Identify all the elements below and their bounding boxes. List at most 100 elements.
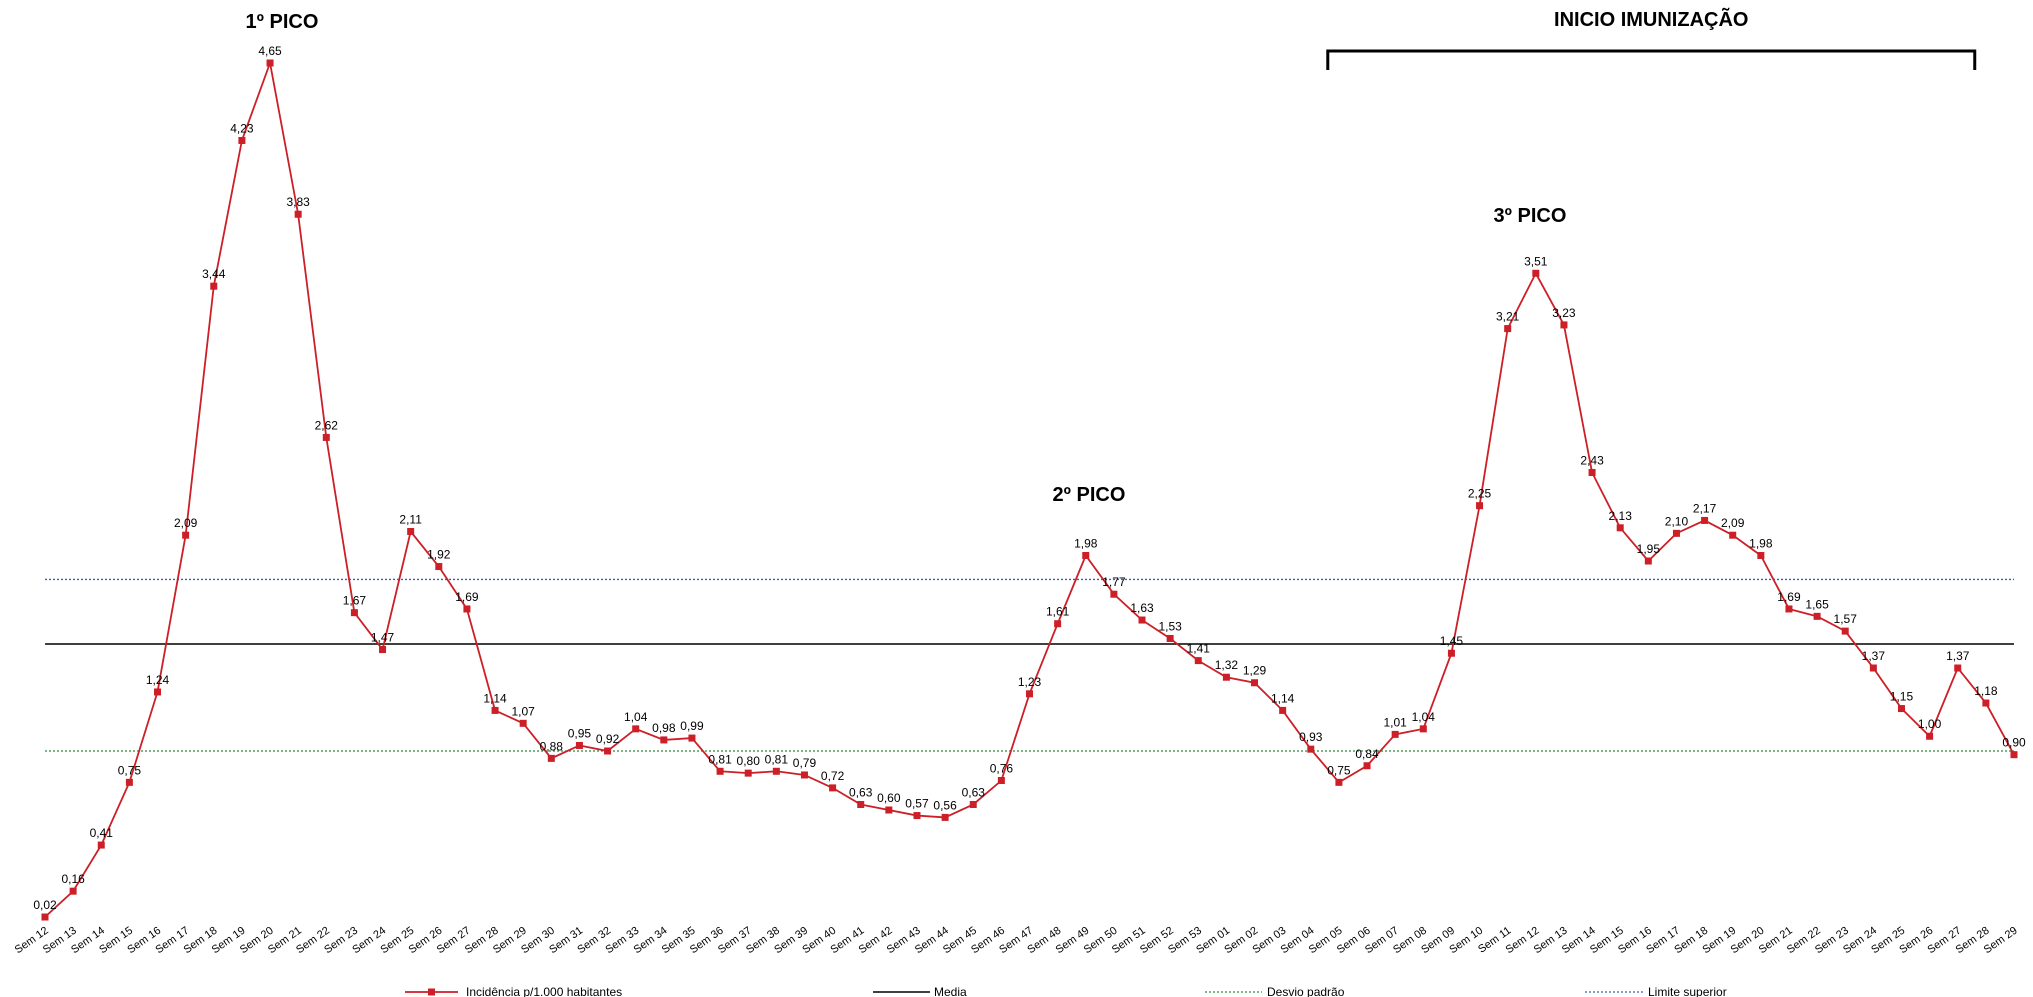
data-point — [1841, 627, 1849, 635]
data-label: 3,21 — [1496, 310, 1520, 324]
data-point — [1785, 605, 1793, 613]
data-point — [800, 771, 808, 779]
data-point — [1897, 705, 1905, 713]
data-point — [294, 210, 302, 218]
data-label: 2,25 — [1468, 487, 1492, 501]
data-label: 1,63 — [1130, 601, 1154, 615]
legend-item-media: Media — [873, 985, 967, 997]
data-label: 1,14 — [483, 691, 507, 705]
immunization-bracket — [1326, 49, 1977, 70]
data-label: 1,23 — [1018, 675, 1042, 689]
data-label: 0,16 — [61, 872, 85, 886]
annotations: 1º PICO 2º PICO 3º PICO INICIO IMUNIZAÇÃ… — [246, 8, 1749, 506]
data-point — [1363, 762, 1371, 770]
data-point — [744, 769, 752, 777]
reference-lines — [45, 578, 2014, 752]
legend-item-incidencia: Incidência p/1.000 habitantes — [405, 985, 622, 997]
data-point — [435, 563, 443, 571]
legend: Incidência p/1.000 habitantes Media Desv… — [405, 985, 1727, 997]
data-label: 1,24 — [146, 673, 170, 687]
data-label: 1,69 — [1777, 590, 1801, 604]
data-point — [1813, 612, 1821, 620]
data-point — [1391, 730, 1399, 738]
data-point — [913, 812, 921, 820]
data-point — [1954, 664, 1962, 672]
data-label: 2,09 — [1721, 516, 1745, 530]
data-point — [772, 767, 780, 775]
data-point — [575, 741, 583, 749]
data-label: 0,98 — [652, 721, 676, 735]
data-label: 1,95 — [1637, 542, 1661, 556]
data-label: 1,15 — [1890, 690, 1914, 704]
data-point — [1644, 557, 1652, 565]
data-point — [1279, 706, 1287, 714]
data-point — [857, 800, 865, 808]
data-label: 3,44 — [202, 267, 226, 281]
data-point — [491, 706, 499, 714]
legend-label-limite: Limite superior — [1648, 985, 1727, 997]
data-label: 1,61 — [1046, 605, 1070, 619]
data-label: 1,29 — [1243, 664, 1267, 678]
data-label: 3,23 — [1552, 306, 1576, 320]
data-point — [632, 725, 640, 733]
data-point — [1926, 732, 1934, 740]
data-label: 1,00 — [1918, 717, 1942, 731]
data-point — [1757, 551, 1765, 559]
data-point — [266, 59, 274, 67]
data-label: 1,65 — [1805, 597, 1829, 611]
legend-label-media: Media — [934, 985, 967, 997]
legend-item-desvio: Desvio padrão — [1205, 985, 1345, 997]
data-point — [1729, 531, 1737, 539]
data-point — [547, 754, 555, 762]
data-label: 1,92 — [427, 548, 451, 562]
data-label: 1,37 — [1946, 649, 1970, 663]
data-label: 2,43 — [1580, 453, 1604, 467]
data-label: 3,51 — [1524, 254, 1548, 268]
peak3-annotation: 3º PICO — [1494, 205, 1567, 227]
data-point — [1504, 325, 1512, 333]
data-label: 0,93 — [1299, 730, 1323, 744]
data-label: 3,83 — [286, 195, 310, 209]
data-label: 1,18 — [1974, 684, 1998, 698]
data-point — [2010, 751, 2018, 759]
data-point — [941, 813, 949, 821]
data-point — [1869, 664, 1877, 672]
data-label: 4,65 — [258, 44, 282, 58]
data-point — [407, 528, 415, 536]
data-label: 2,10 — [1665, 514, 1689, 528]
data-point — [660, 736, 668, 744]
legend-label-desvio: Desvio padrão — [1267, 985, 1345, 997]
data-point — [1194, 657, 1202, 665]
data-point — [1082, 551, 1090, 559]
data-label: 1,37 — [1862, 649, 1886, 663]
incidence-line — [44, 59, 2015, 918]
data-label: 0,63 — [962, 785, 986, 799]
data-label: 4,23 — [230, 121, 254, 135]
data-labels: 0,02 0,16 0,41 0,75 1,24 2,09 3,44 4,23 4,65 3,83… — [33, 44, 2026, 912]
data-point — [688, 734, 696, 742]
data-point — [210, 282, 218, 290]
data-label: 2,09 — [174, 516, 198, 530]
data-label: 0,79 — [793, 756, 817, 770]
data-label: 1,98 — [1749, 536, 1773, 550]
data-label: 1,04 — [1412, 710, 1436, 724]
data-point — [1251, 679, 1259, 687]
data-label: 0,72 — [821, 769, 845, 783]
data-label: 1,77 — [1102, 575, 1126, 589]
data-label: 0,63 — [849, 785, 873, 799]
data-point — [1110, 590, 1118, 598]
data-label: 0,60 — [877, 791, 901, 805]
data-point — [604, 747, 612, 755]
data-label: 0,56 — [933, 798, 957, 812]
immunization-annotation: INICIO IMUNIZAÇÃO — [1554, 8, 1748, 31]
data-label: 1,14 — [1271, 691, 1295, 705]
data-label: 1,41 — [1187, 642, 1211, 656]
data-label: 2,13 — [1609, 509, 1633, 523]
data-label: 0,81 — [708, 752, 732, 766]
legend-marker-incidencia — [428, 988, 435, 996]
data-label: 1,53 — [1158, 619, 1182, 633]
peak2-annotation: 2º PICO — [1053, 484, 1126, 506]
data-label: 2,62 — [315, 418, 339, 432]
data-label: 0,02 — [33, 898, 57, 912]
data-point — [69, 887, 77, 895]
